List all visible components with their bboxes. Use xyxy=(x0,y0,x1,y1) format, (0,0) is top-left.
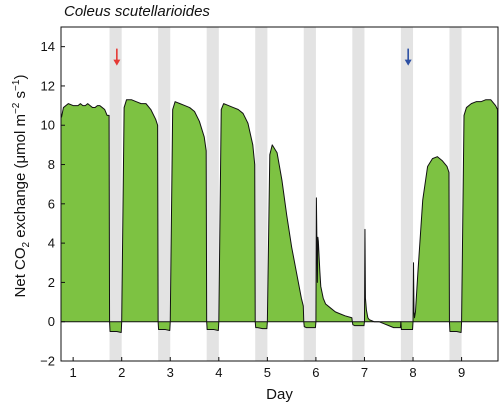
y-tick-label-12: 12 xyxy=(41,78,55,93)
y-tick-label-0: 0 xyxy=(48,314,55,329)
x-tick-label-9: 9 xyxy=(458,365,465,380)
night-band-1 xyxy=(109,27,122,361)
data-layer xyxy=(61,99,498,334)
x-tick-label-3: 3 xyxy=(167,365,174,380)
night-band-5 xyxy=(303,27,316,361)
y-axis-title-part-3: −2 xyxy=(11,102,22,114)
night-band-8 xyxy=(449,27,462,361)
axes-layer xyxy=(60,26,499,362)
co2-line xyxy=(61,99,498,334)
night-band-3 xyxy=(206,27,219,361)
x-tick-label-5: 5 xyxy=(264,365,271,380)
co2-area xyxy=(61,99,498,333)
x-tick-label-6: 6 xyxy=(312,365,319,380)
night-band-6 xyxy=(352,27,365,361)
y-axis-title-part-1: 2 xyxy=(21,241,32,247)
y-axis-title-part-4: s xyxy=(12,91,29,103)
x-tick-label-1: 1 xyxy=(70,365,77,380)
plot-frame xyxy=(60,26,499,362)
y-tick-label-8: 8 xyxy=(48,157,55,172)
night-band-4 xyxy=(255,27,268,361)
x-axis-title: Day xyxy=(266,386,293,403)
x-tick-label-4: 4 xyxy=(215,365,222,380)
x-tick-label-8: 8 xyxy=(409,365,416,380)
y-tick-label-4: 4 xyxy=(48,236,55,251)
y-tick-label-10: 10 xyxy=(41,118,55,133)
y-axis-title: Net CO2 exchange (μmol m−2 s−1) xyxy=(11,75,32,298)
x-tick-label-2: 2 xyxy=(118,365,125,380)
y-tick-label-2: 2 xyxy=(48,275,55,290)
night-band-7 xyxy=(400,27,414,361)
marker-arrow-2-head xyxy=(404,59,412,66)
y-tick-label-14: 14 xyxy=(41,39,55,54)
night-shading-layer xyxy=(109,27,462,361)
y-tick-label--2: −2 xyxy=(40,354,55,369)
y-tick-label-6: 6 xyxy=(48,196,55,211)
y-axis-title-part-5: −1 xyxy=(11,79,22,91)
x-tick-label-7: 7 xyxy=(361,365,368,380)
chart-title: Coleus scutellarioides xyxy=(64,3,210,20)
marker-arrow-1-head xyxy=(113,59,121,66)
y-axis-title-part-2: exchange (μmol m xyxy=(12,114,29,242)
y-axis-title-part-0: Net CO xyxy=(12,247,29,297)
marker-layer xyxy=(113,48,412,66)
y-axis-title-part-6: ) xyxy=(12,75,29,80)
night-band-2 xyxy=(158,27,171,361)
